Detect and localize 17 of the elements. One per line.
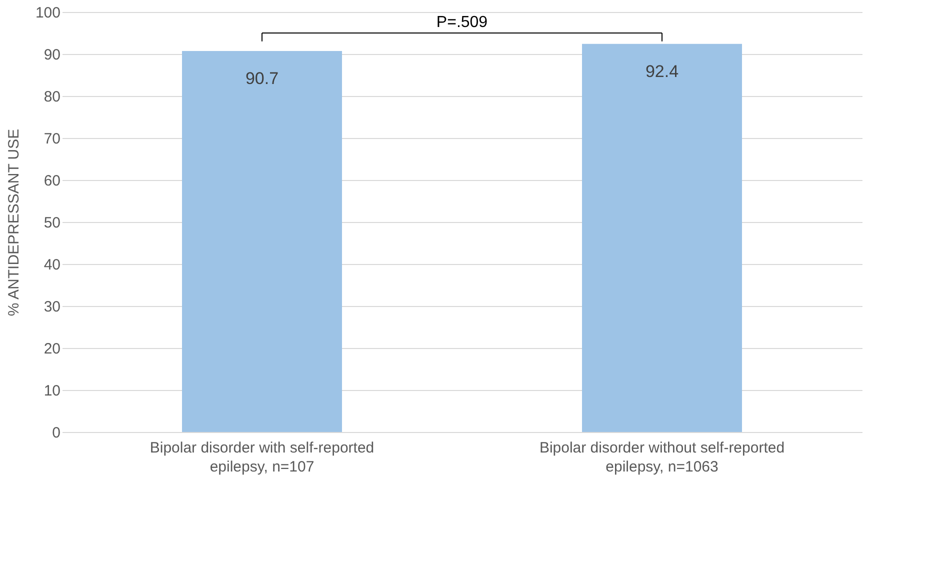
y-tick-label: 90 [44,46,60,64]
y-tick-label: 70 [44,130,60,148]
y-axis-title: % ANTIDEPRESSANT USE [5,128,22,316]
x-tick-label: Bipolar disorder without self-reported epilepsy, n=1063 [539,440,785,476]
data-label: 92.4 [645,62,679,81]
y-tick-label: 30 [44,298,60,316]
y-tick-label: 60 [44,172,60,190]
data-label: 90.7 [245,69,279,88]
y-tick-label: 40 [44,256,60,274]
x-tick-label: Bipolar disorder with self-reported epilepsy, n=107 [150,440,374,476]
y-tick-label: 0 [52,424,60,442]
y-tick-label: 80 [44,88,60,106]
annotation: P=.509 [436,14,488,31]
y-tick-label: 50 [44,214,60,232]
y-tick-label: 20 [44,340,60,358]
y-tick-label: 10 [44,382,60,400]
y-tick-label: 100 [35,4,60,22]
